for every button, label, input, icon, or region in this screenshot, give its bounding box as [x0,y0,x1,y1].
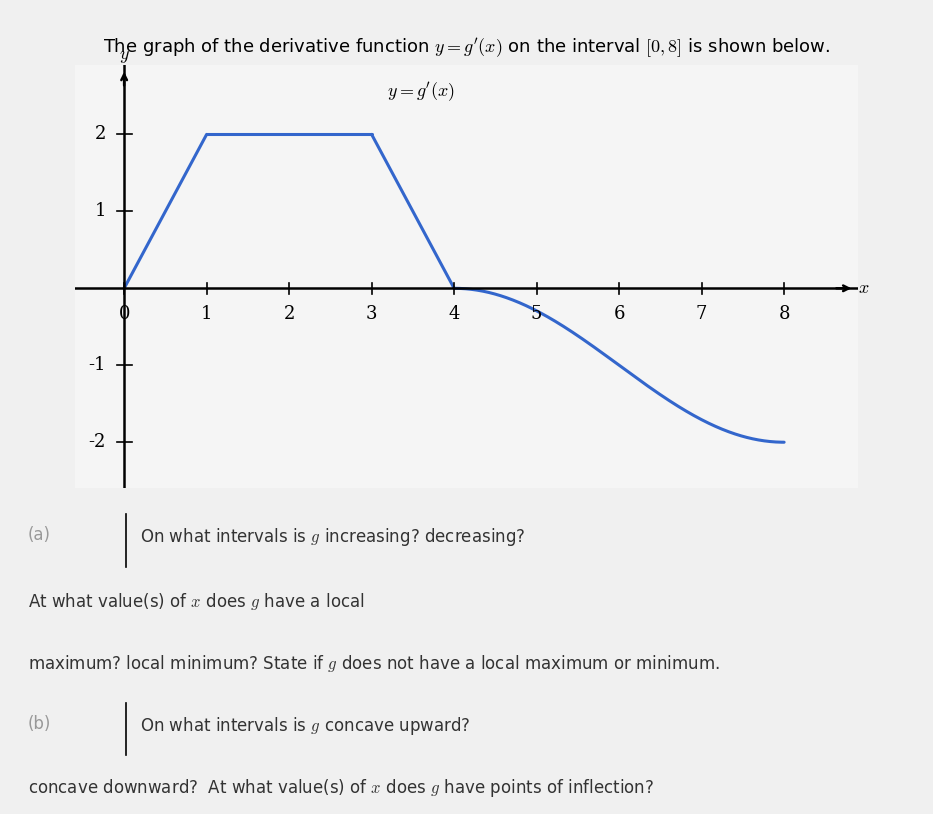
Text: 5: 5 [531,305,542,323]
Text: 2: 2 [284,305,295,323]
Text: 0: 0 [118,305,130,323]
Text: 3: 3 [366,305,377,323]
Text: 4: 4 [449,305,460,323]
Text: -2: -2 [89,433,106,451]
Text: 2: 2 [94,125,106,143]
Text: (a): (a) [28,527,51,545]
Text: -1: -1 [89,357,106,374]
Text: concave downward?  At what value(s) of $x$ does $g$ have points of inflection?: concave downward? At what value(s) of $x… [28,777,654,799]
Text: On what intervals is $g$ increasing? decreasing?: On what intervals is $g$ increasing? dec… [140,527,525,549]
Text: On what intervals is $g$ concave upward?: On what intervals is $g$ concave upward? [140,715,470,737]
Text: $y = g'(x)$: $y = g'(x)$ [387,80,455,103]
Text: 1: 1 [94,203,106,221]
Text: 1: 1 [201,305,213,323]
Text: At what value(s) of $x$ does $g$ have a local: At what value(s) of $x$ does $g$ have a … [28,591,365,612]
Text: 8: 8 [778,305,790,323]
Text: $x$: $x$ [858,279,870,297]
Text: $y$: $y$ [118,47,130,65]
Text: 7: 7 [696,305,707,323]
Text: 6: 6 [613,305,625,323]
Text: maximum? local minimum? State if $g$ does not have a local maximum or minimum.: maximum? local minimum? State if $g$ doe… [28,653,720,674]
Text: (b): (b) [28,715,51,733]
Text: The graph of the derivative function $y = g'(x)$ on the interval $[0, 8]$ is sho: The graph of the derivative function $y … [103,37,830,60]
